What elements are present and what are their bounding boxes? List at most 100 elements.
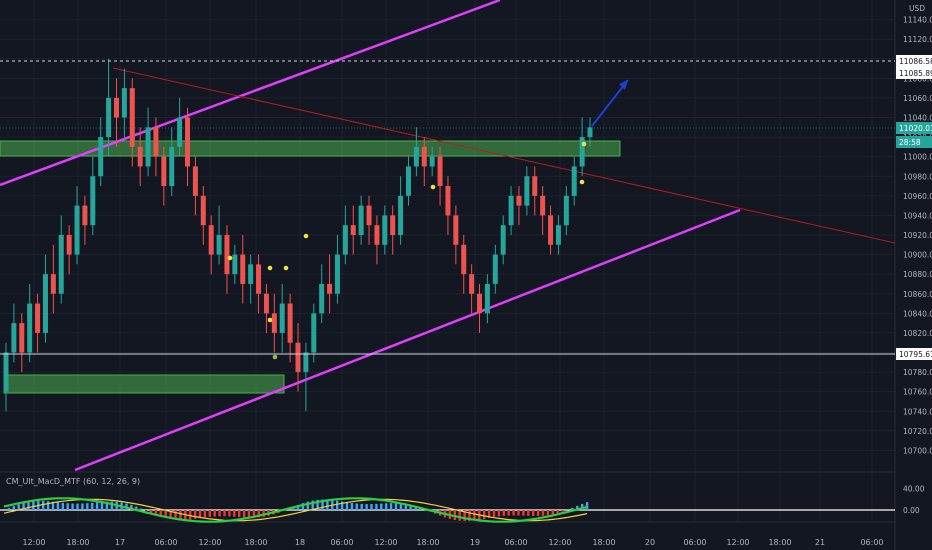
candles-layer [3, 58, 593, 412]
candle-body [484, 283, 490, 314]
candle-body [169, 146, 175, 187]
macd-histogram-bar [257, 510, 260, 518]
time-tick-label: 19 [470, 538, 480, 547]
macd-histogram-bar [105, 501, 109, 510]
time-tick-label: 20 [645, 538, 655, 547]
price-tick-label: 10840.00 [903, 309, 932, 318]
levels-layer [0, 60, 895, 355]
candle-body [256, 264, 262, 294]
candle-body [563, 195, 569, 226]
candle-body [137, 146, 143, 167]
candle-body [571, 166, 577, 196]
candle-body [11, 323, 17, 353]
candle-body [532, 176, 538, 196]
candle-body [3, 352, 9, 392]
candle-body [555, 225, 561, 245]
price-tick-label: 10900.00 [903, 251, 932, 260]
candle-body [27, 303, 33, 353]
time-tick-label: 06:00 [154, 538, 177, 547]
candle-body [405, 166, 411, 196]
macd-histogram-bar [223, 510, 226, 517]
macd-histogram-bar [532, 510, 535, 517]
macd-histogram-bar [527, 510, 530, 516]
projection-arrow-head [619, 80, 628, 90]
macd-histogram-bar [135, 506, 138, 510]
candle-body [342, 225, 348, 255]
macd-histogram-bar [355, 503, 358, 510]
countdown-label: 28:58 [899, 138, 921, 147]
price-tick-label: 10920.00 [903, 231, 932, 240]
macd-histogram-bar [193, 510, 197, 519]
candle-body [106, 97, 112, 138]
macd-histogram-bar [61, 502, 64, 510]
macd-histogram-bar [517, 510, 520, 516]
price-axis[interactable]: 11140.0011120.0011100.0011080.0011060.00… [896, 4, 932, 455]
macd-histogram-bar [7, 507, 11, 510]
time-tick-label: 06:00 [504, 538, 527, 547]
signal-marker [579, 179, 585, 185]
macd-histogram-bar [208, 510, 211, 517]
candle-body [192, 166, 198, 196]
candle-body [429, 156, 435, 167]
countdown-label-bg [896, 136, 932, 148]
macd-histogram-bar [556, 510, 559, 514]
candle-body [35, 303, 41, 333]
candle-body [477, 293, 483, 314]
macd-histogram-bar [179, 510, 182, 520]
upper-level-label-bg [896, 67, 932, 79]
macd-histogram-bar [316, 499, 319, 510]
candle-body [398, 195, 404, 235]
macd-histogram-bar [561, 510, 564, 512]
candle-body [579, 137, 585, 167]
macd-histogram-bar [71, 503, 74, 510]
support-level-label: 10795.61 [899, 350, 932, 359]
descending-trendline [112, 67, 896, 244]
candle-body [145, 127, 151, 167]
upper-level-label: 11085.89 [899, 69, 932, 78]
macd-histogram-bar [91, 502, 94, 510]
candle-body [224, 235, 230, 275]
macd-histogram-bar [487, 510, 491, 519]
candle-body [587, 127, 593, 138]
macd-histogram-bar [404, 503, 407, 510]
macd-histogram-bar [51, 501, 55, 510]
candle-body [19, 323, 25, 353]
signal-marker [267, 317, 273, 323]
candle-body [516, 195, 522, 206]
time-tick-label: 06:00 [330, 538, 353, 547]
candle-body [500, 225, 506, 255]
candle-body [445, 186, 451, 216]
macd-histogram-bar [140, 508, 143, 510]
price-tick-label: 10780.00 [903, 368, 932, 377]
macd-histogram-bar [242, 510, 246, 518]
candle-body [469, 274, 475, 294]
candle-body [248, 264, 254, 284]
macd-histogram-bar [252, 510, 256, 518]
candle-body [113, 97, 119, 118]
macd-histogram-bar [375, 503, 378, 510]
macd-histogram-bar [238, 510, 241, 518]
macd-histogram-bar [468, 510, 471, 521]
candle-body [58, 235, 64, 294]
candle-body [382, 215, 388, 245]
macd-histogram-bar [350, 502, 354, 510]
signal-marker [272, 354, 278, 360]
time-axis[interactable]: 12:00 18:00 17 06:00 12:00 18:00 18 06:00 12:00 1… [22, 538, 883, 547]
macd-histogram-bar [370, 504, 373, 510]
price-tick-label: 10820.00 [903, 329, 932, 338]
price-tick-label: 10860.00 [903, 290, 932, 299]
candle-body [421, 146, 427, 167]
macd-histogram-bar [492, 510, 496, 518]
macd-histogram-bar [213, 510, 216, 517]
macd-histogram-bar [81, 503, 84, 510]
candle-body [232, 254, 238, 275]
macd-histogram-bar [169, 510, 172, 519]
macd-histogram-bar [473, 510, 476, 521]
macd-histogram-bar [581, 503, 584, 510]
candle-body [540, 195, 546, 216]
macd-histogram-bar [399, 503, 403, 510]
time-tick-label: 18:00 [768, 538, 791, 547]
